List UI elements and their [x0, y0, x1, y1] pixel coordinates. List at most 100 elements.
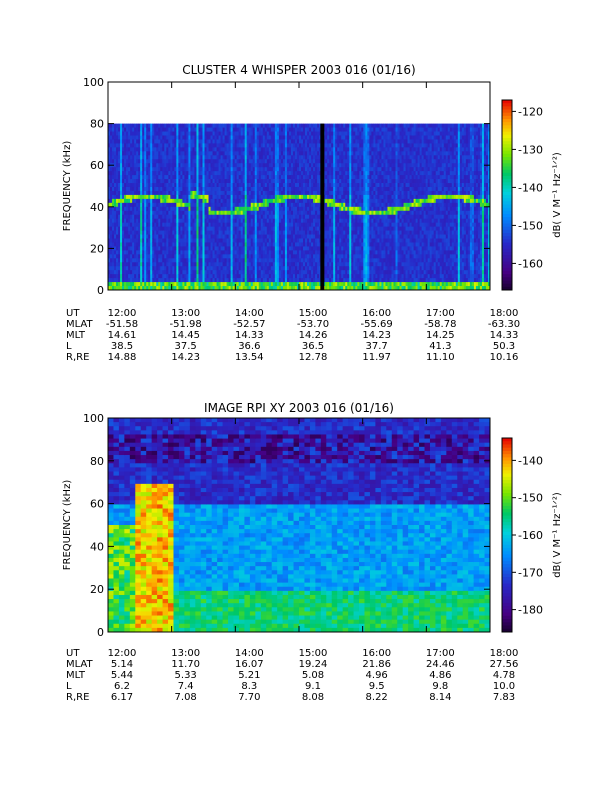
ephemeris-value: 27.56: [490, 659, 519, 670]
ephemeris-value: 16:00: [362, 648, 391, 659]
colorbar-label: dB( V M⁻¹ Hz⁻¹ᐟ²): [552, 492, 563, 578]
ephemeris-value: 13:00: [171, 648, 200, 659]
ephemeris-value: 14.26: [299, 330, 328, 341]
ephemeris-value: 7.83: [493, 692, 515, 703]
colorbar-tick-label: -150: [518, 492, 543, 505]
ephemeris-value: 4.96: [366, 670, 388, 681]
y-tick-label: 100: [83, 76, 104, 89]
ephemeris-value: -52.57: [233, 319, 265, 330]
ephemeris-value: 5.08: [302, 670, 324, 681]
data-gap: [320, 123, 325, 290]
y-tick-label: 40: [90, 201, 104, 214]
ephemeris-value: 8.08: [302, 692, 324, 703]
ephemeris-value: 12.78: [299, 352, 328, 363]
ephemeris-value: 36.5: [302, 341, 324, 352]
colorbar-frame: [501, 99, 513, 291]
ephemeris-value: 14:00: [235, 308, 264, 319]
ephemeris-value: -51.58: [106, 319, 138, 330]
ephemeris-value: 9.8: [432, 681, 448, 692]
colorbar-tick-label: -120: [518, 105, 543, 118]
ephemeris-value: 15:00: [299, 308, 328, 319]
colorbar-tick-label: -180: [518, 604, 543, 617]
y-tick-label: 20: [90, 242, 104, 255]
ephemeris-value: 36.6: [238, 341, 260, 352]
ephemeris-value: 12:00: [108, 648, 137, 659]
ephemeris-value: 10.16: [490, 352, 519, 363]
ephemeris-value: 38.5: [111, 341, 133, 352]
y-tick-label: 100: [83, 412, 104, 425]
ephemeris-value: 13:00: [171, 308, 200, 319]
ephemeris-value: 37.7: [366, 341, 388, 352]
y-tick-label: 40: [90, 540, 104, 553]
image-rpi-panel: IMAGE RPI XY 2003 016 (01/16) 0 20 40 60 80 10…: [62, 401, 563, 703]
ephemeris-value: 18:00: [490, 648, 519, 659]
ephemeris-value: 9.5: [369, 681, 385, 692]
colorbar: -140 -150 -160 -170 -180 dB( V M⁻¹ Hz⁻¹ᐟ²): [501, 437, 563, 633]
ephemeris-row-label: L: [66, 341, 72, 352]
y-tick-label: 0: [97, 626, 104, 639]
colorbar-tick-label: -160: [518, 529, 543, 542]
ephemeris-value: 14.23: [171, 352, 200, 363]
ephemeris-value: -55.69: [361, 319, 393, 330]
ephemeris-value: 4.78: [493, 670, 515, 681]
ephemeris-value: 12:00: [108, 308, 137, 319]
ephemeris-value: 6.2: [114, 681, 130, 692]
ephemeris-value: 7.08: [175, 692, 197, 703]
ephemeris-value: 17:00: [426, 308, 455, 319]
ephemeris-value: 8.3: [241, 681, 257, 692]
ephemeris-value: 16:00: [362, 308, 391, 319]
spectrogram: [108, 418, 491, 633]
ephemeris-value: 41.3: [429, 341, 451, 352]
ephemeris-value: 17:00: [426, 648, 455, 659]
ephemeris-value: -51.98: [170, 319, 202, 330]
colorbar-tick-label: -140: [518, 454, 543, 467]
ephemeris-row-label: MLAT: [66, 319, 93, 330]
ephemeris-value: 14:00: [235, 648, 264, 659]
spectrogram: [108, 123, 491, 291]
ephemeris-row-label: MLT: [66, 670, 86, 681]
chart-title: CLUSTER 4 WHISPER 2003 016 (01/16): [182, 63, 415, 77]
ephemeris-value: 14.25: [426, 330, 455, 341]
ephemeris-value: 14.33: [235, 330, 264, 341]
ephemeris-row-label: R,RE: [66, 692, 89, 703]
ephemeris-table: UT 12:00 13:00 14:00 15:00 16:00 17:00 18:00 MLA…: [66, 308, 520, 363]
colorbar-tick-label: -160: [518, 257, 543, 270]
y-tick-label: 60: [90, 159, 104, 172]
ephemeris-value: 11.70: [171, 659, 200, 670]
cluster-whisper-panel: CLUSTER 4 WHISPER 2003 016 (01/16) 0 20 40 6…: [62, 63, 563, 363]
y-axis-label: FREQUENCY (kHz): [62, 141, 73, 232]
ephemeris-value: 14.88: [108, 352, 137, 363]
ephemeris-value: -58.78: [424, 319, 456, 330]
ephemeris-value: 5.21: [238, 670, 260, 681]
ephemeris-value: 9.1: [305, 681, 321, 692]
ephemeris-value: 8.22: [366, 692, 388, 703]
ephemeris-value: 6.17: [111, 692, 133, 703]
chart-title: IMAGE RPI XY 2003 016 (01/16): [204, 401, 394, 415]
ephemeris-row-label: UT: [66, 648, 80, 659]
ephemeris-row-label: L: [66, 681, 72, 692]
ephemeris-value: 24.46: [426, 659, 455, 670]
ephemeris-value: 37.5: [175, 341, 197, 352]
ephemeris-value: -63.30: [488, 319, 520, 330]
ephemeris-value: 5.44: [111, 670, 133, 681]
y-tick-label: 80: [90, 455, 104, 468]
ephemeris-table: UT 12:00 13:00 14:00 15:00 16:00 17:00 18:00 MLA…: [66, 648, 518, 703]
ephemeris-value: 8.14: [429, 692, 451, 703]
ephemeris-value: 18:00: [490, 308, 519, 319]
ephemeris-value: 14.45: [171, 330, 200, 341]
ephemeris-value: 14.33: [490, 330, 519, 341]
ephemeris-value: 7.4: [178, 681, 194, 692]
colorbar-tick-label: -140: [518, 181, 543, 194]
ephemeris-value: 16.07: [235, 659, 264, 670]
ephemeris-value: 4.86: [429, 670, 451, 681]
colorbar-tick-label: -150: [518, 219, 543, 232]
ephemeris-value: 15:00: [299, 648, 328, 659]
ephemeris-value: 5.33: [175, 670, 197, 681]
colorbar-tick-label: -130: [518, 143, 543, 156]
ephemeris-value: 13.54: [235, 352, 264, 363]
ephemeris-value: 21.86: [362, 659, 391, 670]
ephemeris-value: 14.23: [362, 330, 391, 341]
ephemeris-value: 10.0: [493, 681, 515, 692]
ephemeris-value: 19.24: [299, 659, 328, 670]
